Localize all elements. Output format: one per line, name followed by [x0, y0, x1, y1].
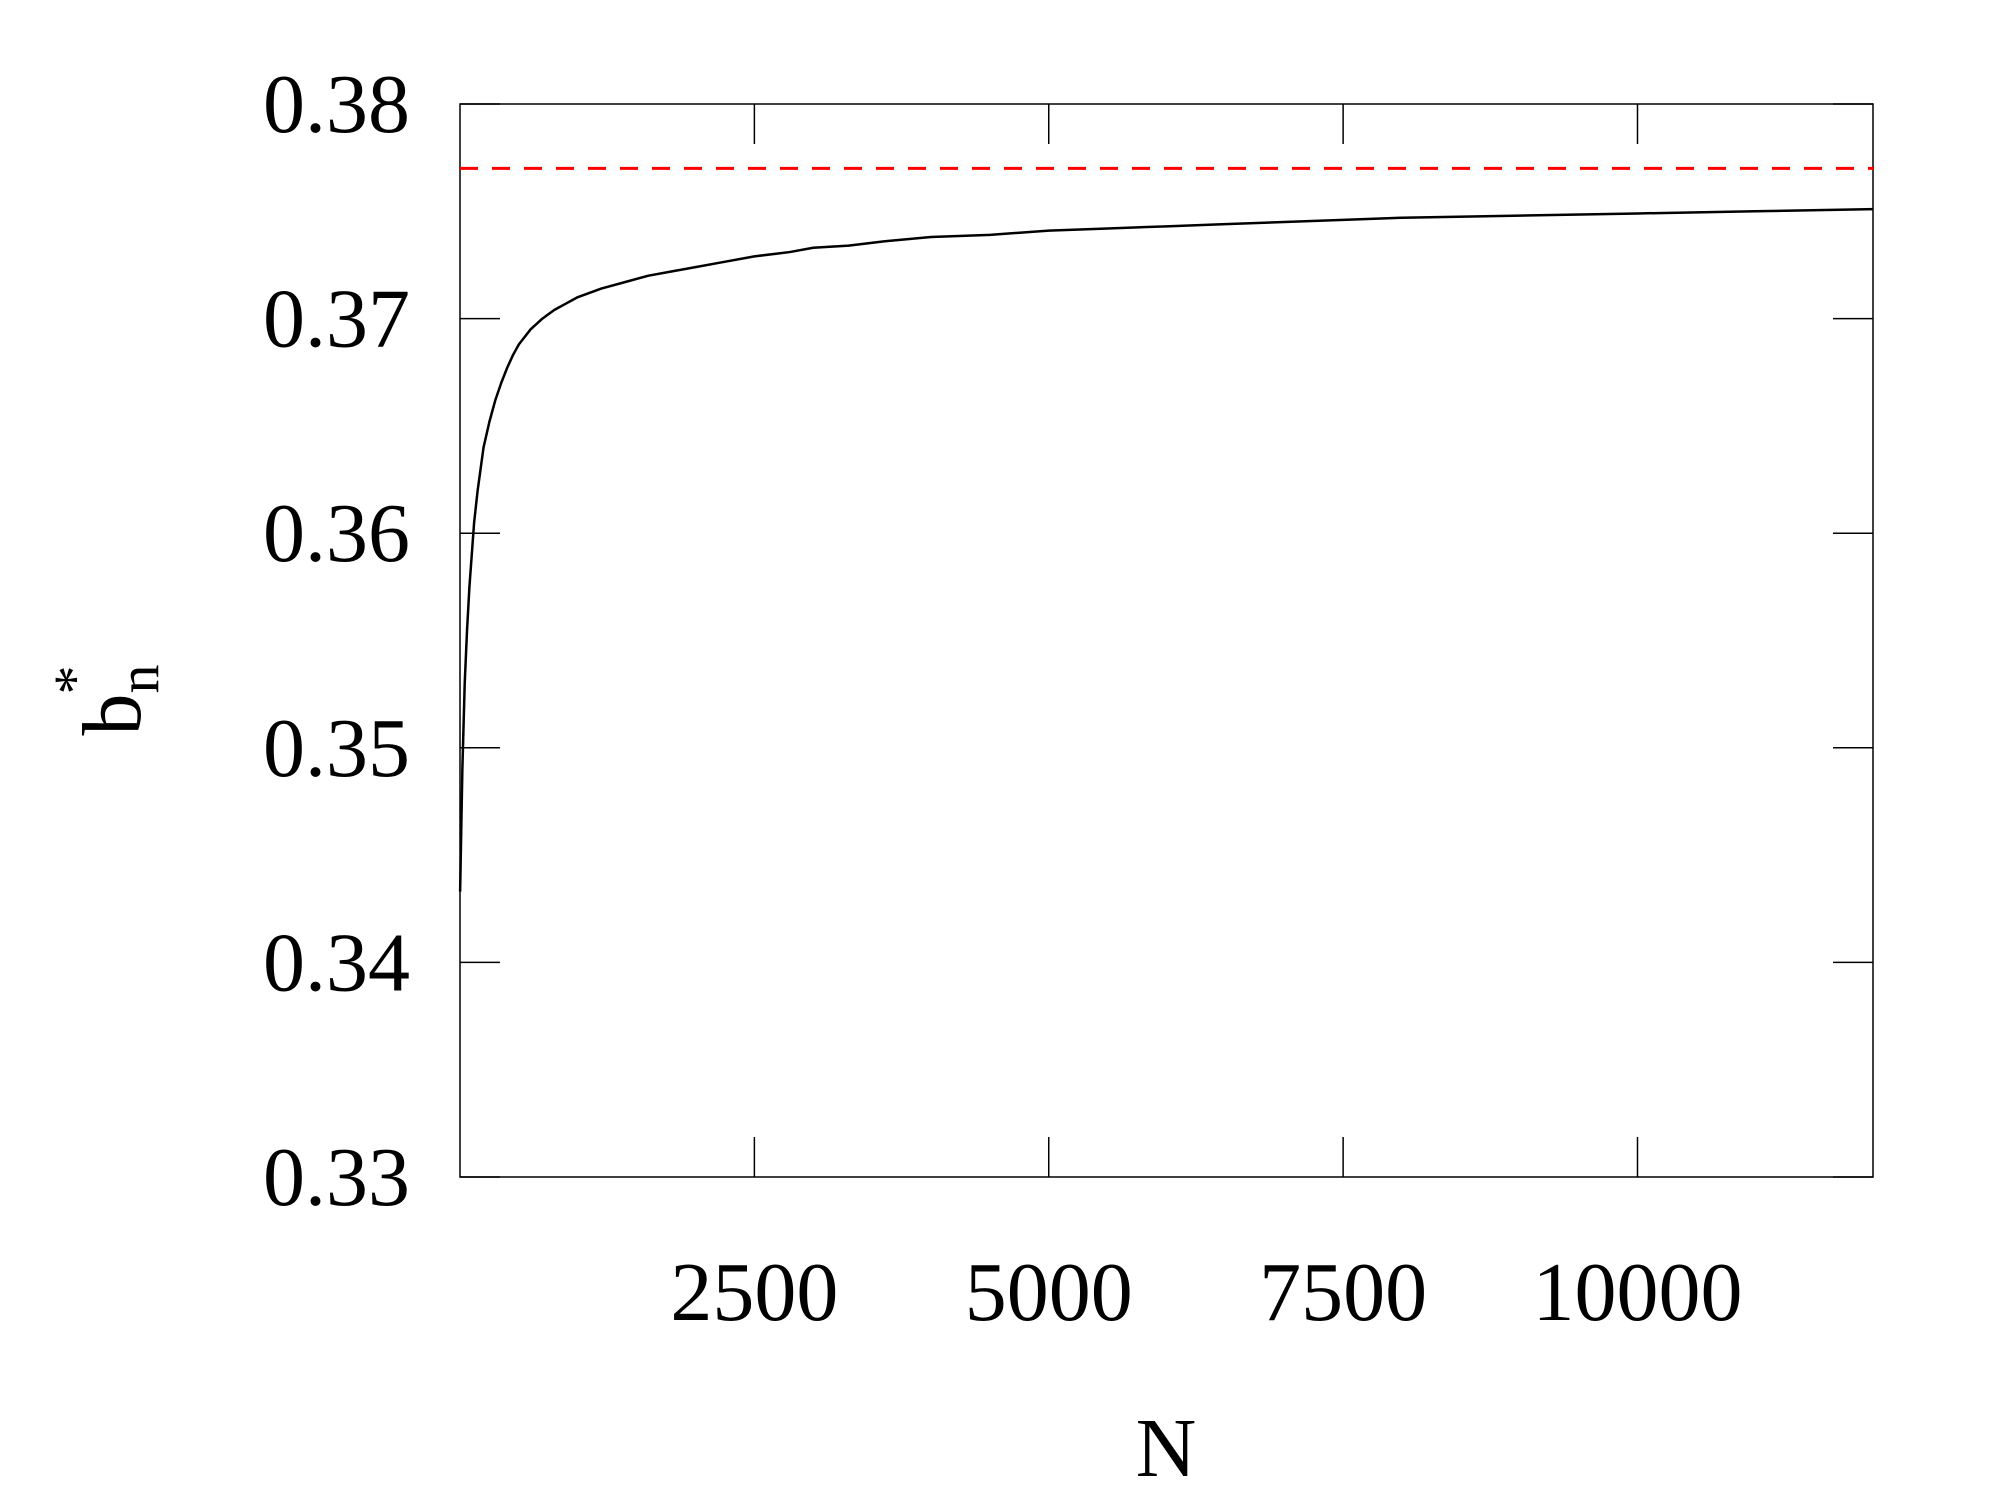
y-axis-label-subscript: n [106, 665, 171, 694]
y-tick-label: 0.38 [263, 58, 410, 151]
y-tick-label: 0.35 [263, 702, 410, 795]
plot-area [459, 103, 1874, 1178]
y-axis-label-superscript: * [42, 666, 107, 695]
y-axis-label-base: b [66, 694, 159, 736]
svg-text:bn*: bn* [42, 665, 171, 736]
x-tick-label: 7500 [1259, 1246, 1427, 1339]
tick-labels: 2500 5000 7500 10000 0.33 0.34 0.35 0.36 0.37 0.3… [263, 58, 1743, 1339]
x-axis-label: N [1136, 1402, 1197, 1495]
plot-border [459, 103, 1874, 1178]
x-tick-label: 2500 [670, 1246, 838, 1339]
x-tick-label: 5000 [965, 1246, 1133, 1339]
data-line [458, 207, 1874, 892]
axis-ticks [460, 103, 1873, 1178]
series-layer [458, 166, 1874, 892]
x-tick-label: 10000 [1533, 1246, 1743, 1339]
y-tick-label: 0.37 [263, 273, 410, 366]
axis-labels: N bn* [42, 665, 1196, 1496]
y-tick-label: 0.36 [263, 487, 410, 580]
y-axis-label: bn* [42, 665, 171, 736]
y-tick-label: 0.33 [263, 1131, 410, 1224]
y-tick-label: 0.34 [263, 916, 410, 1009]
